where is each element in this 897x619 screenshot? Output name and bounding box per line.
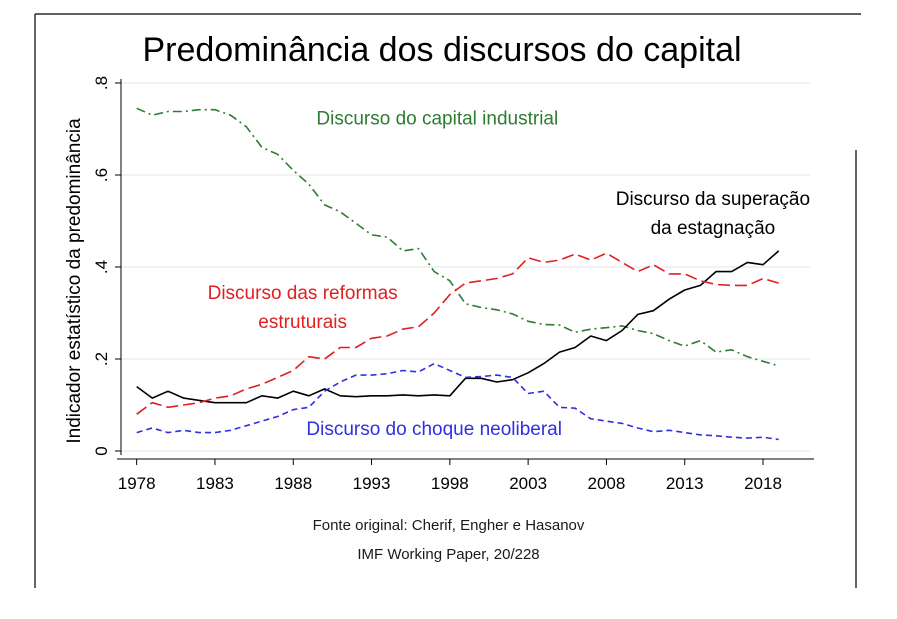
y-tick-label: .6 [92, 168, 111, 182]
y-tick-label: .8 [92, 76, 111, 90]
x-tick-label: 1993 [353, 474, 391, 493]
y-tick-label: .4 [92, 260, 111, 274]
x-tick-label: 1978 [118, 474, 156, 493]
series-line-discurso-das-reformas-estruturais [136, 252, 779, 415]
series-annotations: Discurso do capital industrial Discurso d… [208, 108, 810, 440]
source-line-2: IMF Working Paper, 20/228 [357, 546, 540, 563]
annotation-line: Discurso do choque neoliberal [306, 419, 562, 440]
x-tick-label: 2013 [666, 474, 704, 493]
annotation-line: estruturais [258, 312, 347, 333]
series-annotation: Discurso do capital industrial [316, 108, 558, 129]
x-tick-label: 1998 [431, 474, 469, 493]
annotation-line: da estagnação [651, 218, 776, 239]
y-axis-label: Indicador estatístico da predominância [64, 118, 85, 444]
gridlines [121, 82, 810, 452]
series-lines [136, 107, 780, 441]
annotation-line: Discurso da superação [616, 189, 810, 210]
source-line-1: Fonte original: Cherif, Engher e Hasanov [312, 517, 585, 534]
annotation-line: Discurso do capital industrial [316, 108, 558, 129]
series-line-discurso-do-choque-neoliberal [136, 362, 779, 441]
x-tick-label: 2008 [588, 474, 626, 493]
chart-title: Predominância dos discursos do capital [142, 31, 741, 69]
x-tick-label: 2018 [744, 474, 782, 493]
y-ticks: 0 .2 .4 .6 .8 [92, 76, 121, 456]
y-tick-label: 0 [92, 446, 111, 455]
series-annotation: Discurso das reformas estruturais [208, 283, 398, 333]
series-annotation: Discurso da superação da estagnação [616, 189, 810, 239]
series-line-discurso-da-superacao-da-estagnacao [136, 250, 780, 404]
x-tick-label: 1988 [274, 474, 312, 493]
y-tick-label: .2 [92, 352, 111, 366]
x-tick-label: 1983 [196, 474, 234, 493]
annotation-line: Discurso das reformas [208, 283, 398, 304]
x-tick-label: 2003 [509, 474, 547, 493]
series-annotation: Discurso do choque neoliberal [306, 419, 562, 440]
x-ticks: 1978 1983 1988 1993 1998 2003 2008 2013 2018 [118, 459, 782, 493]
